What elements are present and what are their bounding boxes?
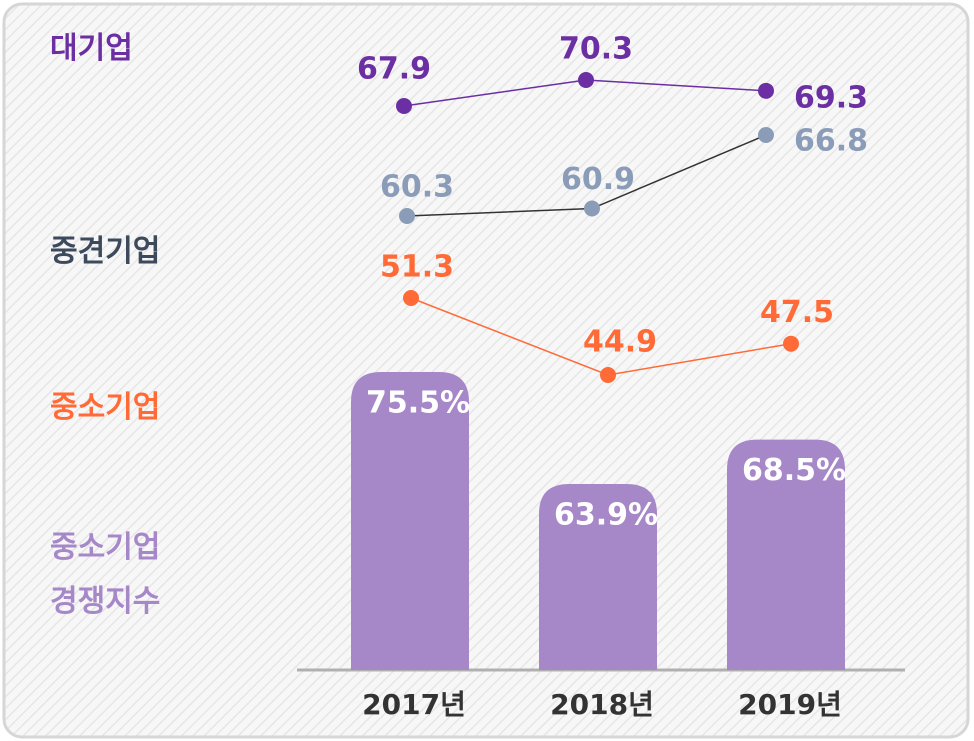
point	[584, 200, 600, 217]
data-label: 69.3	[794, 80, 868, 115]
point	[396, 98, 412, 114]
series-name: 중소기업 경쟁지수	[50, 530, 161, 619]
x-tick-label: 2019년	[738, 688, 842, 721]
data-label: 44.9	[583, 325, 657, 360]
x-tick-label: 2018년	[550, 688, 654, 721]
bar	[539, 484, 657, 670]
bar-label: 63.9%	[554, 498, 658, 533]
x-tick-label: 2017년	[362, 688, 466, 721]
series-name: 중소기업	[50, 390, 161, 425]
point	[403, 290, 419, 306]
data-label: 67.9	[357, 52, 431, 87]
point	[758, 82, 774, 99]
data-label: 66.8	[794, 124, 868, 159]
bar-label: 68.5%	[742, 453, 846, 488]
data-label: 60.9	[561, 162, 635, 197]
data-label: 70.3	[559, 32, 633, 67]
series-name: 중견기업	[50, 234, 161, 269]
data-label: 47.5	[760, 295, 834, 330]
point	[578, 72, 594, 88]
bar	[351, 372, 469, 670]
point	[783, 335, 799, 352]
data-label: 51.3	[380, 250, 454, 285]
bar	[727, 439, 845, 670]
point	[758, 127, 774, 143]
bar-label: 75.5%	[366, 386, 470, 421]
point	[399, 208, 415, 224]
series-name: 대기업	[50, 31, 133, 66]
point	[600, 367, 616, 383]
data-label: 60.3	[380, 170, 454, 205]
